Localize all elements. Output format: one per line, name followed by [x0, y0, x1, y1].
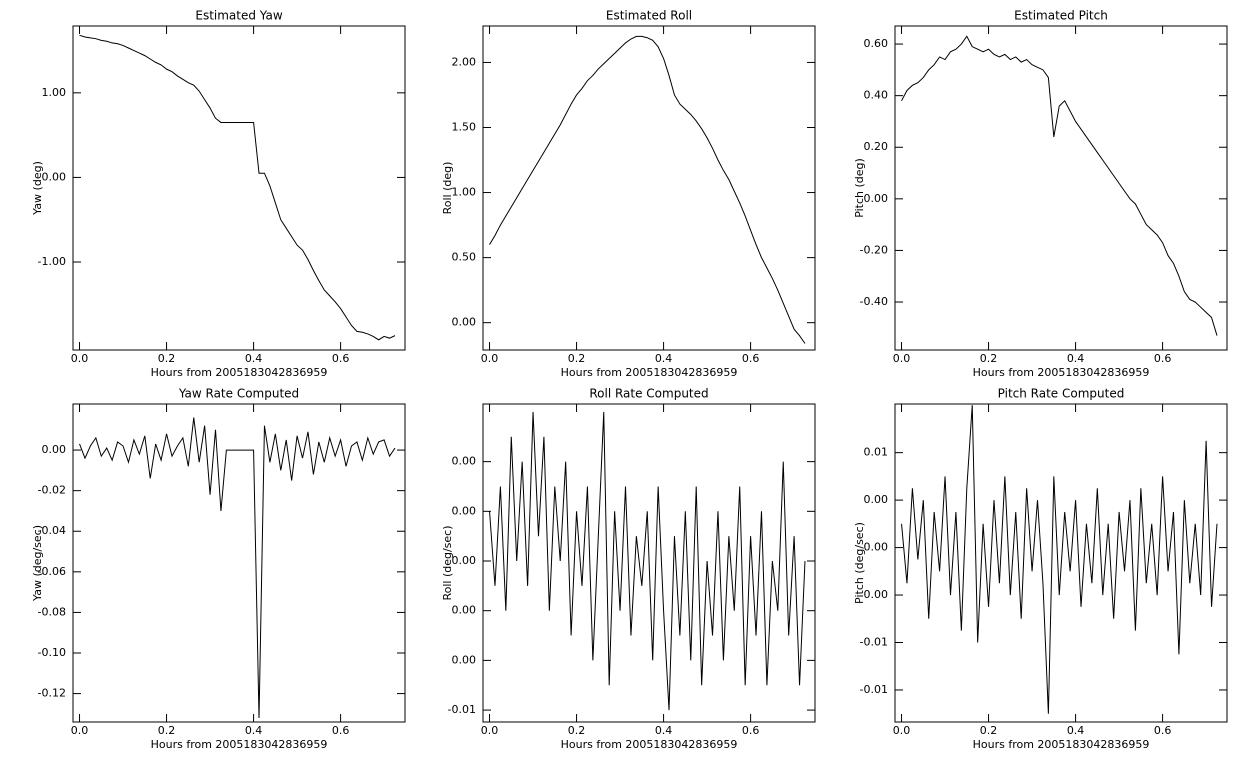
- chart-title: Yaw Rate Computed: [178, 387, 299, 401]
- y-tick-label: -1.00: [38, 255, 66, 268]
- y-tick-label: 0.00: [864, 588, 889, 601]
- data-line: [489, 411, 806, 711]
- plot-frame: [894, 403, 1228, 723]
- x-tick-label: 0.4: [655, 352, 673, 365]
- y-tick-label: 0.00: [452, 455, 477, 468]
- plot-frame: [482, 403, 816, 723]
- x-tick-label: 0.4: [655, 724, 673, 737]
- chart-title: Estimated Pitch: [1014, 9, 1108, 23]
- y-tick-label: -0.10: [38, 646, 66, 659]
- y-tick-label: -0.01: [860, 636, 888, 649]
- chart-title: Estimated Yaw: [195, 9, 282, 23]
- data-line: [901, 405, 1218, 714]
- x-tick-label: 0.6: [1154, 352, 1172, 365]
- y-tick-label: -0.08: [38, 605, 66, 618]
- y-tick-label: 1.50: [452, 120, 477, 133]
- plot-frame: [482, 25, 816, 351]
- chart-title: Roll Rate Computed: [589, 387, 708, 401]
- x-tick-label: 0.0: [71, 724, 89, 737]
- y-axis-label: Pitch (deg): [853, 158, 866, 218]
- y-tick-label: 0.00: [864, 192, 889, 205]
- chart-title: Pitch Rate Computed: [998, 387, 1125, 401]
- x-tick-label: 0.4: [1067, 352, 1085, 365]
- y-tick-label: 0.00: [452, 554, 477, 567]
- y-tick-label: 2.00: [452, 55, 477, 68]
- x-tick-label: 0.2: [568, 352, 586, 365]
- y-axis-label: Roll (deg/sec): [441, 525, 454, 600]
- y-tick-label: 1.00: [42, 86, 67, 99]
- x-tick-label: 0.0: [481, 352, 499, 365]
- data-line: [79, 34, 396, 341]
- x-axis-label: Hours from 2005183042836959: [973, 366, 1150, 379]
- data-line: [79, 417, 396, 718]
- x-tick-label: 0.6: [742, 724, 760, 737]
- x-tick-label: 0.6: [332, 724, 350, 737]
- y-tick-label: 0.00: [42, 170, 67, 183]
- x-tick-label: 0.2: [158, 352, 176, 365]
- y-axis-label: Yaw (deg): [31, 161, 44, 216]
- y-tick-label: 0.00: [42, 443, 67, 456]
- y-axis-label: Yaw (deg/sec): [31, 525, 44, 602]
- x-tick-label: 0.0: [481, 724, 499, 737]
- y-axis-label: Roll (deg): [441, 162, 454, 215]
- y-tick-label: 0.60: [864, 37, 889, 50]
- x-tick-label: 0.2: [980, 352, 998, 365]
- x-axis-label: Hours from 2005183042836959: [561, 366, 738, 379]
- data-line: [901, 35, 1218, 336]
- x-tick-label: 0.2: [980, 724, 998, 737]
- x-axis-label: Hours from 2005183042836959: [151, 366, 328, 379]
- y-tick-label: -0.20: [860, 243, 888, 256]
- x-tick-label: 0.4: [245, 352, 263, 365]
- y-tick-label: -0.40: [860, 295, 888, 308]
- y-tick-label: -0.01: [860, 683, 888, 696]
- y-tick-label: 0.00: [452, 504, 477, 517]
- y-tick-label: -0.06: [38, 565, 66, 578]
- chart-title: Estimated Roll: [606, 9, 692, 23]
- x-tick-label: 0.6: [1154, 724, 1172, 737]
- y-tick-label: -0.04: [38, 524, 66, 537]
- x-tick-label: 0.6: [742, 352, 760, 365]
- y-tick-label: 0.50: [452, 251, 477, 264]
- y-tick-label: 0.00: [452, 604, 477, 617]
- y-axis-label: Pitch (deg/sec): [853, 522, 866, 604]
- x-tick-label: 0.0: [893, 352, 911, 365]
- y-tick-label: 0.00: [452, 653, 477, 666]
- y-tick-label: 0.40: [864, 89, 889, 102]
- x-tick-label: 0.4: [1067, 724, 1085, 737]
- x-tick-label: 0.0: [893, 724, 911, 737]
- x-tick-label: 0.2: [158, 724, 176, 737]
- y-tick-label: 1.00: [452, 186, 477, 199]
- x-tick-label: 0.4: [245, 724, 263, 737]
- x-axis-label: Hours from 2005183042836959: [151, 738, 328, 751]
- x-tick-label: 0.0: [71, 352, 89, 365]
- y-tick-label: -0.12: [38, 687, 66, 700]
- y-tick-label: 0.20: [864, 140, 889, 153]
- y-tick-label: -0.02: [38, 484, 66, 497]
- x-axis-label: Hours from 2005183042836959: [973, 738, 1150, 751]
- plot-frame: [72, 25, 406, 351]
- y-tick-label: 0.00: [864, 541, 889, 554]
- x-tick-label: 0.2: [568, 724, 586, 737]
- y-tick-label: 0.00: [452, 316, 477, 329]
- y-tick-label: 0.00: [864, 493, 889, 506]
- plot-frame: [72, 403, 406, 723]
- data-line: [489, 35, 806, 344]
- plot-frame: [894, 25, 1228, 351]
- x-axis-label: Hours from 2005183042836959: [561, 738, 738, 751]
- y-tick-label: -0.01: [448, 703, 476, 716]
- x-tick-label: 0.6: [332, 352, 350, 365]
- y-tick-label: 0.01: [864, 446, 889, 459]
